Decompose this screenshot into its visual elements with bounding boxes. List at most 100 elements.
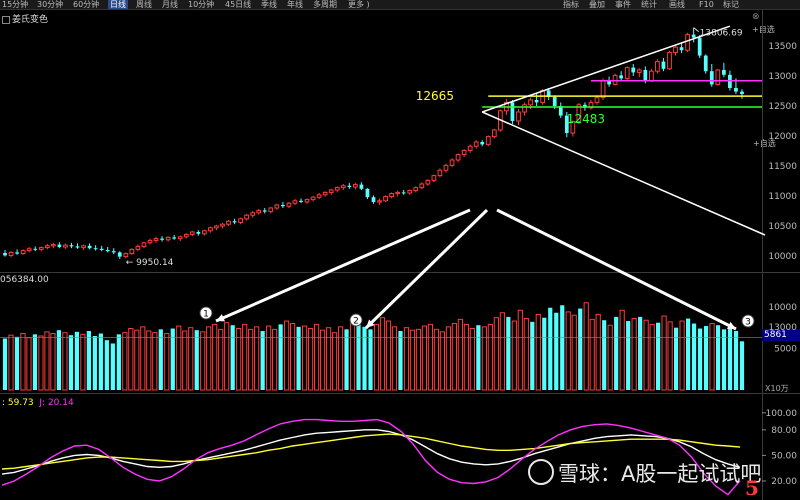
candle-body-95 (576, 104, 582, 123)
period-tab-quarterly[interactable]: 季线 (261, 0, 277, 9)
volume-bar-123 (739, 341, 745, 390)
toolbar-stats-button[interactable]: 统计 (641, 0, 657, 9)
kdj-line-k (1, 429, 741, 475)
candle-body-15 (93, 248, 98, 250)
candle-body-91 (552, 97, 557, 106)
candle-body-27 (165, 236, 171, 241)
volume-bar-70 (421, 325, 428, 391)
candle-body-74 (449, 159, 455, 166)
volume-bar-75 (451, 323, 457, 391)
triangle-upper-line (481, 25, 731, 113)
candle-body-80 (485, 136, 491, 145)
add-watchlist-link-2[interactable]: +自选 (753, 139, 776, 148)
toolbar-draw-button[interactable]: 画线 (669, 0, 685, 9)
formula-title[interactable]: 姜氏变色 (2, 12, 48, 25)
candle-body-114 (691, 34, 696, 38)
volume-bar-103 (619, 309, 625, 391)
volume-bar-118 (709, 323, 715, 391)
volume-bar-36 (218, 328, 224, 391)
period-tab-60min[interactable]: 60分钟 (73, 0, 100, 9)
kdj-axis-tick-20: 20.00 (771, 477, 797, 487)
candle-body-113 (685, 34, 690, 51)
marker-number-3: 3 (745, 318, 751, 328)
volume-bar-89 (535, 313, 541, 391)
volume-bar-2 (14, 336, 20, 390)
volume-bar-91 (548, 307, 553, 390)
volume-bar-8 (50, 333, 56, 391)
period-tab-daily[interactable]: 日线 (108, 0, 128, 9)
period-tab-more[interactable]: 更多 ) (348, 0, 370, 9)
candle-body-61 (371, 197, 376, 202)
volume-bar-64 (385, 320, 392, 391)
volume-bar-71 (427, 323, 434, 391)
candle-body-111 (673, 46, 678, 54)
toolbar-indicator-button[interactable]: 指标 (563, 0, 579, 9)
volume-bar-5 (32, 334, 38, 390)
candle-body-118 (715, 69, 721, 85)
candle-body-35 (214, 225, 219, 229)
candle-body-117 (709, 71, 714, 85)
toolbar-overlay-button[interactable]: 叠加 (589, 0, 605, 9)
kdj-legend-d-value: : 59.73 (2, 398, 34, 408)
volume-bar-43 (260, 331, 265, 390)
period-tab-multi[interactable]: 多周期 (313, 0, 337, 9)
volume-bar-117 (703, 326, 709, 390)
high-price-pointer (693, 27, 699, 32)
volume-bar-17 (104, 340, 109, 390)
toolbar-event-button[interactable]: 事件 (615, 0, 631, 9)
volume-bar-67 (403, 327, 410, 391)
volume-bar-60 (362, 326, 367, 390)
volume-bar-92 (554, 312, 559, 390)
candle-body-78 (473, 141, 479, 147)
volume-axis-extra-tick-13000: 13000 (768, 323, 797, 333)
volume-bar-52 (313, 323, 320, 391)
toolbar-f10-button[interactable]: F10 (699, 0, 714, 9)
candle-body-0 (3, 253, 7, 256)
formula-settings-icon[interactable] (2, 15, 10, 24)
marker-circle-1 (199, 306, 213, 320)
volume-bar-37 (224, 322, 230, 391)
volume-bar-96 (578, 308, 583, 390)
arrow-line-1 (215, 208, 471, 323)
add-watchlist-link[interactable]: +自选 (752, 25, 775, 34)
candle-body-72 (437, 169, 443, 177)
candle-body-48 (292, 200, 298, 204)
volume-bar-48 (290, 323, 296, 391)
volume-bar-77 (463, 323, 469, 391)
candle-body-37 (226, 220, 231, 225)
corner-number: 5 (745, 476, 759, 500)
volume-bar-101 (607, 324, 613, 391)
period-tab-yearly[interactable]: 年线 (287, 0, 303, 9)
volume-bar-23 (140, 326, 146, 391)
period-tab-45day[interactable]: 45日线 (225, 0, 252, 9)
period-tab-monthly[interactable]: 月线 (162, 0, 178, 9)
volume-bar-15 (92, 336, 97, 390)
candle-body-104 (631, 67, 636, 73)
period-tab-weekly[interactable]: 周线 (136, 0, 152, 9)
candle-body-90 (546, 90, 551, 97)
volume-bar-46 (278, 324, 283, 390)
volume-bar-26 (158, 329, 163, 390)
close-icon[interactable]: ⊗ (752, 12, 760, 22)
arrow-line-3 (496, 208, 737, 331)
volume-bar-9 (56, 330, 62, 390)
volume-bar-12 (74, 331, 79, 390)
y-axis-divider (762, 10, 763, 500)
volume-bar-16 (98, 333, 103, 390)
period-tab-10min[interactable]: 10分钟 (188, 0, 215, 9)
volume-bar-121 (727, 326, 733, 390)
candle-body-22 (135, 245, 141, 250)
period-tab-15min[interactable]: 15分钟 (2, 0, 29, 9)
candle-body-19 (117, 252, 122, 257)
toolbar-mark-button[interactable]: 标记 (723, 0, 739, 9)
candle-body-24 (147, 239, 153, 244)
candle-body-92 (558, 106, 563, 116)
candle-body-87 (528, 99, 533, 106)
volume-bar-105 (631, 318, 637, 391)
candle-body-47 (286, 202, 292, 207)
period-tab-30min[interactable]: 30分钟 (37, 0, 64, 9)
volume-bar-114 (685, 318, 691, 390)
candle-body-28 (172, 237, 177, 239)
candle-body-18 (111, 251, 116, 253)
